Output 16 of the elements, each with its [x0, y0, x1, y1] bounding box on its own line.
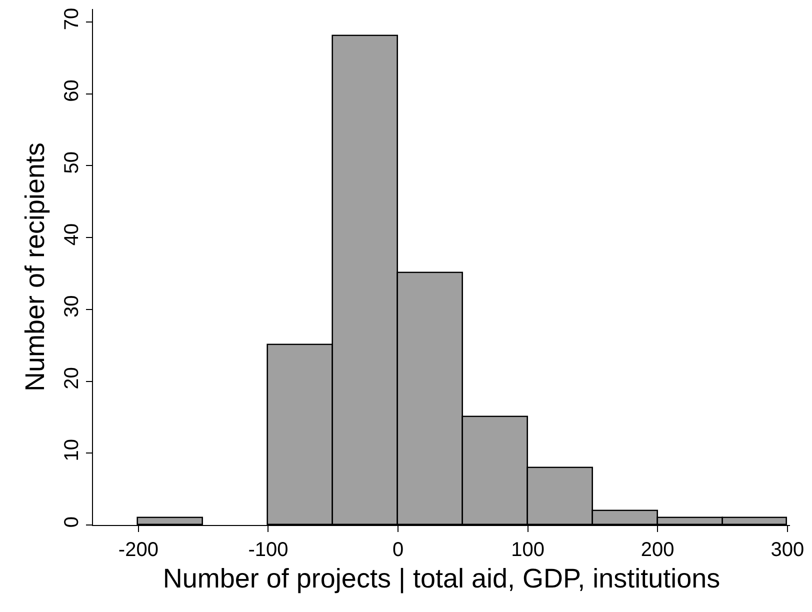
y-tick-label: 40 — [61, 223, 83, 246]
y-tick-label: 60 — [61, 80, 83, 102]
x-tick-label: -200 — [118, 539, 158, 561]
y-tick-label: 10 — [61, 439, 83, 462]
x-tick-label: -100 — [248, 539, 288, 561]
x-tick-label: 200 — [640, 539, 674, 561]
y-axis-title: Number of recipients — [20, 142, 50, 392]
x-tick-label: 300 — [770, 539, 804, 561]
y-tick-label: 50 — [61, 152, 83, 174]
x-tick-label: 100 — [511, 539, 544, 561]
y-tick-label: 70 — [61, 8, 83, 30]
x-tick-label: 0 — [392, 539, 404, 561]
x-axis-title: Number of projects | total aid, GDP, institutions — [162, 563, 720, 594]
y-tick-label: 30 — [61, 295, 83, 318]
y-tick-label: 0 — [61, 516, 83, 528]
y-tick-label: 20 — [61, 367, 83, 390]
